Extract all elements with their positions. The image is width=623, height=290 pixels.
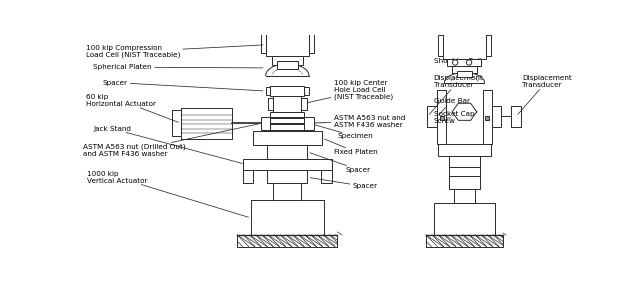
Bar (270, 118, 304, 123)
Text: Spacer: Spacer (310, 178, 378, 189)
Bar (261, 29, 266, 53)
Text: Specimen: Specimen (307, 123, 373, 139)
Text: Displacement
Transducer: Displacement Transducer (429, 75, 483, 114)
Bar (485, 116, 489, 119)
Bar (243, 170, 254, 183)
Circle shape (452, 60, 458, 65)
Text: Displacement
Transducer: Displacement Transducer (518, 75, 572, 114)
Bar (270, 112, 304, 117)
Bar (237, 235, 338, 246)
Bar (304, 117, 313, 130)
Bar (253, 131, 322, 145)
Text: Fixed Platen: Fixed Platen (325, 139, 377, 155)
Bar (270, 19, 304, 26)
Bar (277, 61, 298, 69)
Text: Shoulder Bolt: Shoulder Bolt (434, 58, 482, 64)
Bar (447, 59, 482, 66)
Bar (449, 157, 480, 167)
Bar (483, 90, 492, 144)
Bar (272, 56, 303, 65)
Bar (427, 106, 437, 127)
Bar (443, 32, 486, 59)
Bar (486, 35, 490, 56)
Bar (261, 117, 270, 130)
Bar (452, 66, 477, 73)
Bar (309, 29, 313, 53)
Bar (181, 108, 232, 139)
Bar (440, 116, 444, 119)
Bar (511, 106, 521, 127)
Bar (457, 71, 472, 77)
Bar (304, 87, 309, 95)
Text: 100 kip Compression
Load Cell (NIST Traceable): 100 kip Compression Load Cell (NIST Trac… (85, 45, 263, 59)
Text: 1000 kip
Vertical Actuator: 1000 kip Vertical Actuator (87, 171, 249, 217)
Bar (267, 145, 307, 159)
Bar (454, 189, 475, 203)
Bar (449, 177, 480, 189)
Bar (437, 90, 446, 144)
Text: Spacer: Spacer (310, 153, 370, 173)
Bar (251, 200, 323, 235)
Text: Spherical Platen: Spherical Platen (93, 64, 263, 70)
Bar (492, 106, 502, 127)
Bar (266, 87, 270, 95)
Bar (268, 98, 273, 110)
Bar (243, 159, 332, 170)
Bar (438, 144, 490, 157)
Bar (321, 170, 332, 183)
Text: Jack Stand: Jack Stand (93, 126, 242, 164)
Bar (426, 235, 503, 246)
Bar (438, 35, 443, 56)
Bar (270, 86, 304, 96)
Bar (301, 98, 307, 110)
Bar (172, 110, 181, 136)
Text: ASTM A563 nut (Drilled Out)
and ASTM F436 washer: ASTM A563 nut (Drilled Out) and ASTM F43… (83, 124, 259, 157)
Bar (449, 167, 480, 177)
Text: Guide Bar: Guide Bar (434, 98, 470, 115)
Bar (434, 203, 495, 235)
Bar (434, 17, 495, 26)
Bar (266, 26, 309, 56)
Text: 100 kip Center
Hole Load Cell
(NIST Traceable): 100 kip Center Hole Load Cell (NIST Trac… (304, 80, 392, 104)
Text: 60 kip
Horizontal Actuator: 60 kip Horizontal Actuator (85, 94, 178, 122)
Text: Socket Cap
Screw: Socket Cap Screw (434, 111, 474, 124)
Bar (252, 9, 323, 19)
Bar (267, 170, 307, 183)
Bar (273, 96, 301, 112)
Bar (273, 183, 301, 200)
Text: Spacer: Spacer (103, 79, 263, 91)
Bar (270, 124, 304, 130)
Bar (450, 26, 478, 32)
Circle shape (467, 60, 472, 65)
Text: ASTM A563 nut and
ASTM F436 washer: ASTM A563 nut and ASTM F436 washer (307, 115, 405, 128)
